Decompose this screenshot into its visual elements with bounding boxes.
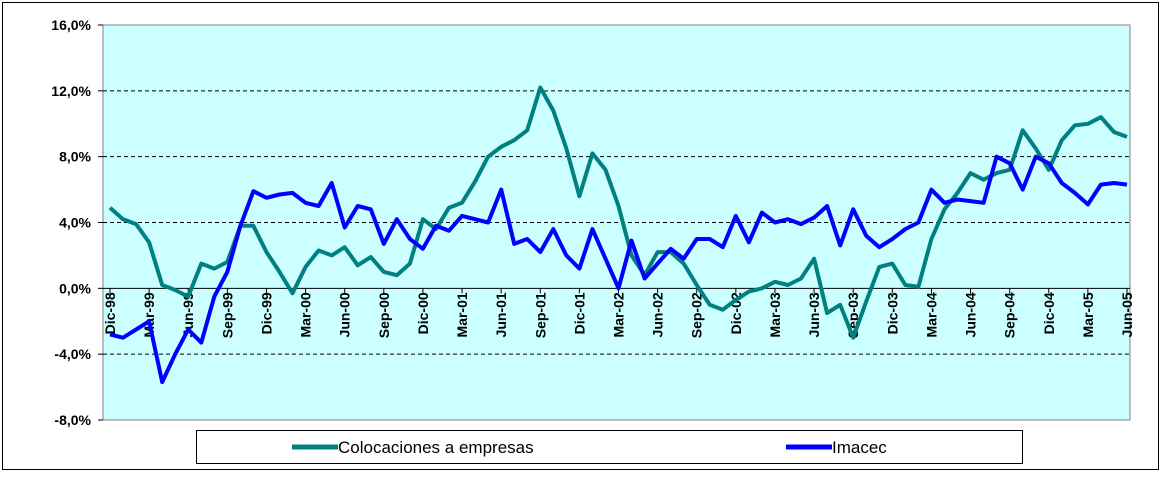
x-tick-label: Sep-99 [219, 292, 235, 338]
y-tick-label: -4,0% [54, 346, 91, 362]
x-tick-label: Dic-98 [102, 292, 118, 334]
x-tick-label: Dic-04 [1041, 292, 1057, 334]
x-tick-label: Mar-02 [611, 292, 627, 337]
y-tick-label: 4,0% [59, 215, 91, 231]
x-tick-label: Mar-04 [923, 292, 939, 337]
x-tick-label: Jun-05 [1119, 292, 1135, 337]
series-line [108, 85, 1128, 340]
x-tick-label: Jun-02 [650, 292, 666, 337]
y-tick-label: 0,0% [59, 280, 91, 296]
x-tick-label: Sep-04 [1002, 292, 1018, 338]
x-tick-label: Mar-03 [767, 292, 783, 337]
legend-label: Imacec [832, 438, 887, 457]
x-tick-label: Mar-05 [1080, 292, 1096, 337]
x-tick-label: Sep-00 [376, 292, 392, 338]
x-tick-label: Mar-01 [454, 292, 470, 337]
y-tick-label: 16,0% [51, 17, 91, 33]
x-tick-label: Mar-00 [298, 292, 314, 337]
x-tick-label: Sep-01 [532, 292, 548, 338]
y-tick-label: 8,0% [59, 149, 91, 165]
x-tick-label: Jun-03 [806, 292, 822, 337]
x-tick-label: Dic-99 [258, 292, 274, 334]
series-line [109, 154, 1128, 385]
x-tick-label: Dic-01 [571, 292, 587, 334]
x-tick-label: Jun-01 [493, 292, 509, 337]
x-tick-label: Jun-99 [180, 292, 196, 337]
x-tick-label: Jun-00 [337, 292, 353, 337]
x-tick-label: Dic-00 [415, 292, 431, 334]
x-tick-label: Sep-03 [845, 292, 861, 338]
x-tick-label: Sep-02 [689, 292, 705, 338]
x-tick-label: Dic-03 [884, 292, 900, 334]
y-tick-label: 12,0% [51, 83, 91, 99]
x-tick-label: Jun-04 [963, 292, 979, 337]
legend-label: Colocaciones a empresas [338, 438, 534, 457]
y-tick-label: -8,0% [54, 412, 91, 428]
